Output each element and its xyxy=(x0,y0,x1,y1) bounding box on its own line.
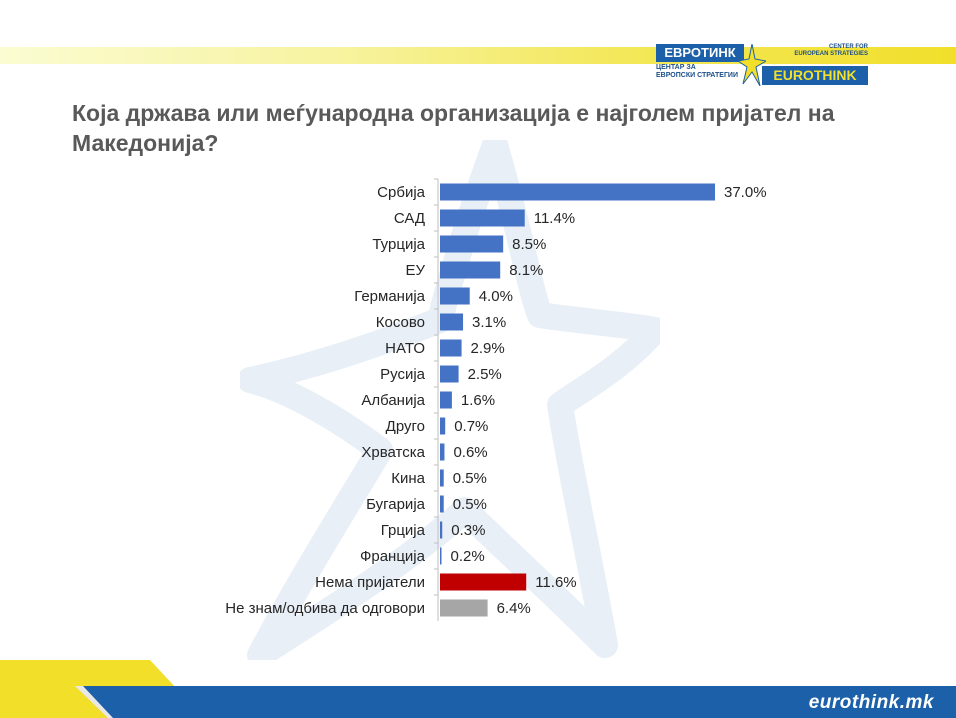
bar xyxy=(440,599,488,617)
value-label: 8.1% xyxy=(509,262,543,279)
footer-url[interactable]: eurothink.mk xyxy=(808,692,934,713)
value-label: 0.5% xyxy=(453,496,487,513)
value-label: 0.3% xyxy=(451,522,485,539)
bar xyxy=(440,391,452,409)
bar xyxy=(440,573,527,591)
logo-en-tagline-line1: CENTER FOR xyxy=(829,44,868,50)
value-label: 2.9% xyxy=(471,340,505,357)
bar xyxy=(440,365,459,383)
bar xyxy=(440,261,501,279)
bar xyxy=(440,209,525,227)
category-label: Грција xyxy=(381,522,426,539)
category-label: Косово xyxy=(376,314,425,331)
value-label: 0.6% xyxy=(453,444,487,461)
bar xyxy=(440,443,445,461)
category-label: Франција xyxy=(360,548,426,565)
value-label: 8.5% xyxy=(512,236,546,253)
logo-en-name: EUROTHINK xyxy=(762,66,868,85)
bar xyxy=(440,183,715,201)
category-label: Германија xyxy=(354,288,425,305)
bar xyxy=(440,339,462,357)
bar xyxy=(440,417,446,435)
bar xyxy=(440,469,444,487)
category-label: САД xyxy=(394,210,425,227)
value-label: 37.0% xyxy=(724,184,767,201)
value-label: 11.6% xyxy=(535,574,576,591)
value-label: 2.5% xyxy=(468,366,502,383)
value-label: 0.2% xyxy=(451,548,485,565)
bar xyxy=(440,235,504,253)
category-label: Турција xyxy=(372,236,425,253)
logo-mk-tagline-line1: ЦЕНТАР ЗА xyxy=(656,64,696,71)
value-label: 3.1% xyxy=(472,314,506,331)
logo-mk-name: ЕВРОТИНК xyxy=(656,44,744,62)
category-label: Кина xyxy=(391,470,425,487)
eurothink-logo: ЕВРОТИНК ЦЕНТАР ЗА ЕВРОПСКИ СТРАТЕГИИ CE… xyxy=(652,42,872,90)
logo-star-icon xyxy=(738,44,766,86)
category-label: Друго xyxy=(386,418,425,435)
category-label: ЕУ xyxy=(405,262,425,279)
bar xyxy=(440,313,464,331)
bar xyxy=(440,287,470,305)
category-label: Нема пријатели xyxy=(315,574,425,591)
value-label: 4.0% xyxy=(479,288,513,305)
category-label: Србија xyxy=(377,184,425,201)
bar xyxy=(440,521,443,539)
logo-mk-tagline-line2: ЕВРОПСКИ СТРАТЕГИИ xyxy=(656,72,738,79)
logo-en-tagline: CENTER FOR EUROPEAN STRATEGIES xyxy=(772,44,868,58)
footer-band xyxy=(0,660,956,718)
category-label: Албанија xyxy=(361,392,425,409)
category-label: Хрватска xyxy=(361,444,425,461)
chart-title: Која држава или меѓународна организација… xyxy=(72,100,835,156)
value-label: 6.4% xyxy=(497,600,531,617)
value-label: 11.4% xyxy=(534,210,575,227)
category-label: НАТО xyxy=(385,340,425,357)
value-label: 0.7% xyxy=(454,418,488,435)
category-label: Бугарија xyxy=(366,496,426,513)
bar xyxy=(440,495,444,513)
value-label: 0.5% xyxy=(453,470,487,487)
bar xyxy=(440,547,442,565)
category-label: Русија xyxy=(380,366,426,383)
logo-en-tagline-line2: EUROPEAN STRATEGIES xyxy=(794,51,868,57)
value-label: 1.6% xyxy=(461,392,495,409)
category-label: Не знам/одбива да одговори xyxy=(225,600,425,617)
logo-mk-tagline: ЦЕНТАР ЗА ЕВРОПСКИ СТРАТЕГИИ xyxy=(656,64,744,80)
star-watermark-icon xyxy=(240,140,660,660)
